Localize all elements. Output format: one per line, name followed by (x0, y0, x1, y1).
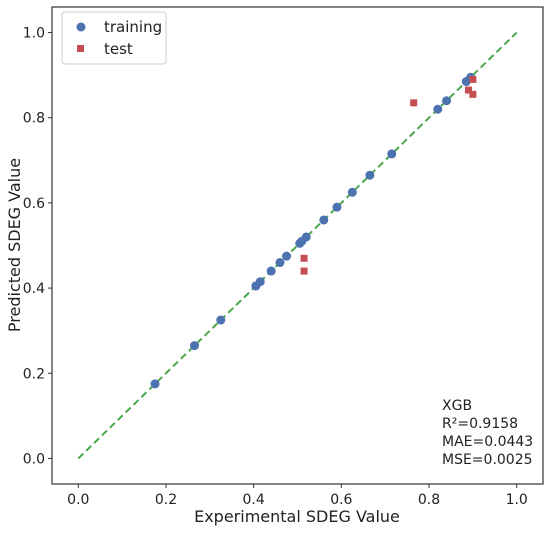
legend-test-label: test (104, 40, 133, 58)
test-point (469, 90, 477, 98)
training-point (332, 202, 342, 212)
training-point (387, 149, 397, 159)
annotation-r2: R²=0.9158 (442, 416, 518, 432)
y-axis-title: Predicted SDEG Value (5, 158, 24, 332)
x-tick-label: 0.0 (67, 492, 89, 508)
legend-test-marker (77, 45, 84, 52)
annotation-mse: MSE=0.0025 (442, 452, 533, 468)
training-point (365, 170, 375, 180)
x-tick-label: 0.6 (330, 492, 352, 508)
legend-training-label: training (104, 18, 162, 36)
x-tick-label: 0.2 (155, 492, 177, 508)
training-point (266, 266, 276, 276)
x-axis-title: Experimental SDEG Value (194, 507, 400, 526)
training-point (189, 341, 199, 351)
y-tick-label: 0.6 (23, 196, 45, 212)
test-point (410, 99, 418, 107)
training-point (282, 251, 292, 261)
legend: training test (61, 11, 167, 65)
test-point (464, 86, 472, 94)
y-tick-label: 0.0 (23, 451, 45, 467)
test-point (300, 267, 308, 275)
training-point (150, 379, 160, 389)
tick-layer: 0.0 0.2 0.4 0.6 0.8 1.0 0.0 0.2 0.4 0.6 0.8 1.0 (23, 26, 528, 508)
plot-frame (51, 6, 544, 485)
annotation-mae: MAE=0.0443 (442, 434, 533, 450)
y-tick-label: 0.8 (23, 111, 45, 127)
training-point (255, 277, 265, 287)
x-tick-label: 1.0 (506, 492, 528, 508)
legend-box (61, 11, 167, 65)
test-point (469, 75, 477, 83)
training-point (433, 104, 443, 114)
y-tick-label: 0.4 (23, 281, 45, 297)
training-point (442, 96, 452, 106)
training-point (347, 187, 357, 197)
training-point (301, 232, 311, 242)
training-point (275, 258, 285, 268)
training-point (216, 315, 226, 325)
legend-training-marker (76, 22, 86, 32)
x-tick-label: 0.8 (418, 492, 440, 508)
y-tick-label: 0.2 (23, 366, 45, 382)
training-point (319, 215, 329, 225)
plot-layer (77, 31, 518, 460)
x-tick-label: 0.4 (243, 492, 265, 508)
y-tick-label: 1.0 (23, 26, 45, 42)
test-point (300, 254, 308, 262)
metrics-annotation: XGB R²=0.9158 MAE=0.0443 MSE=0.0025 (442, 398, 533, 468)
annotation-model: XGB (442, 398, 472, 414)
